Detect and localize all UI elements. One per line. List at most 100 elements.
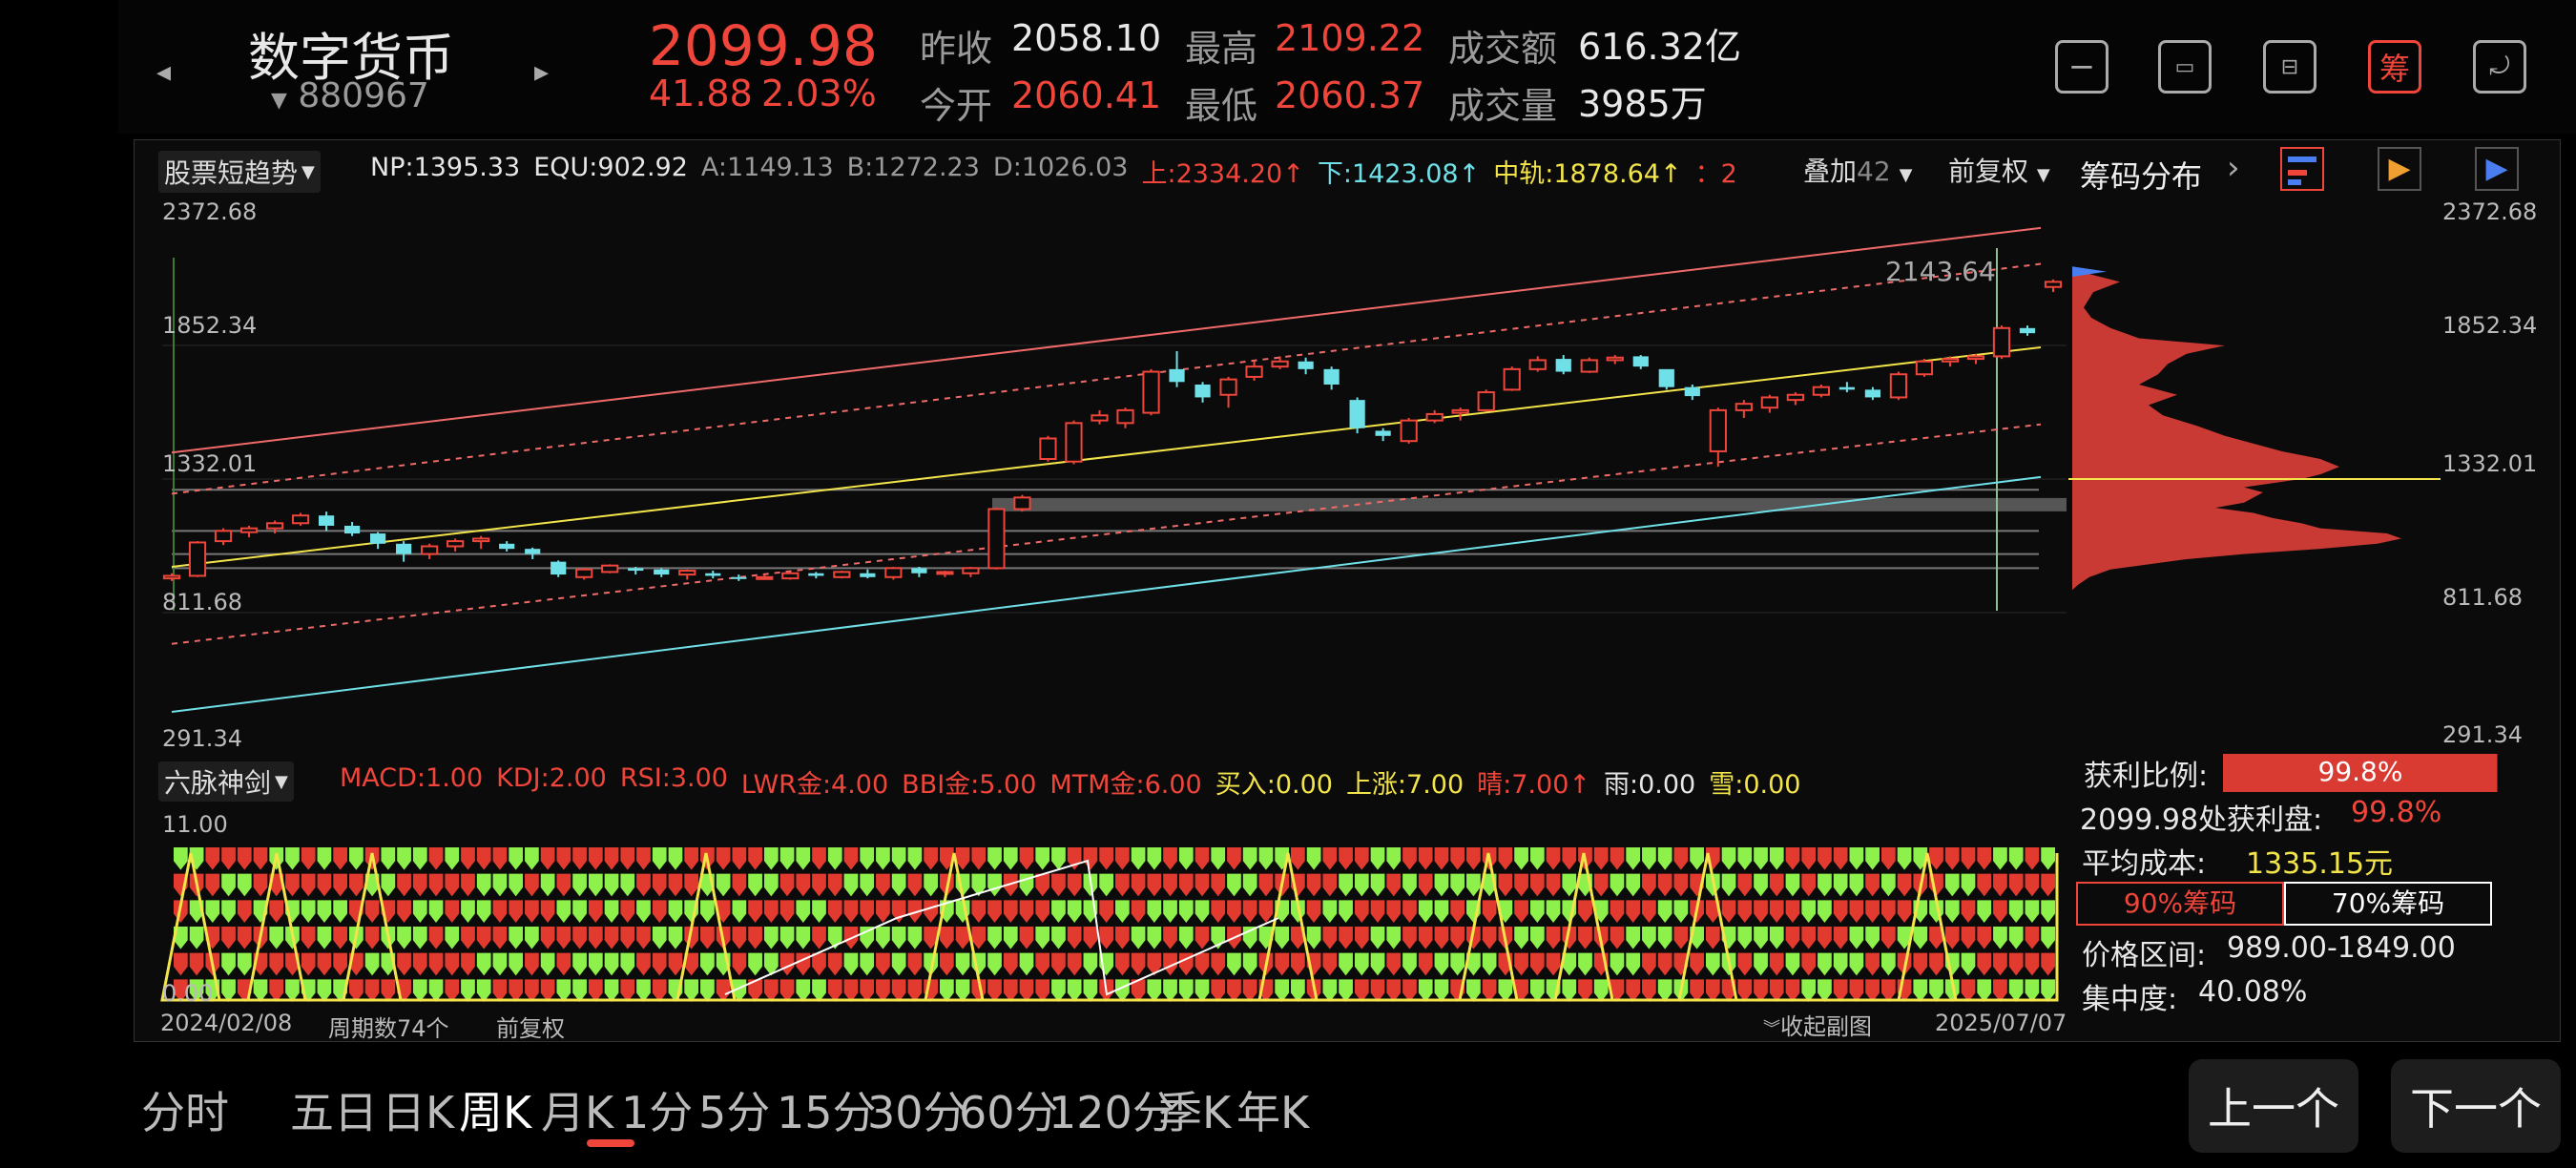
- candle-body: [756, 575, 774, 580]
- y-label-min: 291.34: [162, 725, 242, 752]
- stock-code[interactable]: ▼ 880967: [271, 76, 429, 115]
- signal-arrow: [1402, 847, 1417, 870]
- candle-body: [808, 573, 824, 576]
- signal-arrow: [1083, 952, 1098, 976]
- signal-arrow: [748, 927, 762, 949]
- signal-arrow: [221, 873, 236, 897]
- signal-arrow: [1880, 952, 1896, 976]
- zoom-out-icon[interactable]: −: [2055, 40, 2109, 94]
- signal-arrow: [445, 952, 460, 976]
- adjust-price-button[interactable]: 前复权 ▼: [1944, 151, 2054, 189]
- candle-body: [1375, 430, 1391, 436]
- signal-arrow: [1019, 979, 1034, 1002]
- signal-arrow: [349, 873, 364, 897]
- signal-arrow: [1514, 927, 1528, 949]
- main-indicator-selector[interactable]: 股票短趋势 ▼: [158, 151, 321, 193]
- tab-0[interactable]: 分时: [141, 1087, 229, 1138]
- range-icon[interactable]: ⊟: [2263, 40, 2316, 94]
- prev-stock-button[interactable]: 上一个: [2189, 1059, 2358, 1153]
- signal-arrow: [174, 952, 188, 976]
- next-stock-button[interactable]: 下一个: [2391, 1059, 2561, 1153]
- signal-arrow: [1019, 847, 1034, 870]
- signal-arrow: [1657, 873, 1672, 897]
- signal-arrow: [1657, 900, 1672, 923]
- signal-arrow: [492, 927, 508, 949]
- signal-arrow: [827, 873, 842, 897]
- tab-1[interactable]: 五日: [290, 1087, 378, 1138]
- turnover-value: 616.32亿: [1578, 26, 1741, 68]
- signal-arrow: [1051, 873, 1066, 897]
- tab-11[interactable]: 季K: [1158, 1087, 1232, 1138]
- chip-mode-2-icon[interactable]: ▶: [2378, 147, 2421, 191]
- signal-arrow: [1578, 927, 1592, 949]
- signal-arrow: [1386, 979, 1402, 1002]
- signal-arrow: [779, 927, 795, 949]
- candle-body: [1606, 356, 1624, 362]
- tab-70-chip[interactable]: 70%筹码: [2284, 882, 2492, 926]
- signal-arrow: [1944, 847, 1960, 870]
- signal-arrow: [796, 900, 811, 923]
- tab-4[interactable]: 月K: [541, 1087, 614, 1138]
- signal-arrow: [796, 979, 811, 1002]
- signal-arrow: [1642, 927, 1656, 949]
- signal-arrow: [492, 900, 508, 923]
- candle-body: [628, 568, 644, 572]
- signal-arrow: [428, 927, 444, 949]
- tab-6[interactable]: 5分: [698, 1087, 771, 1138]
- overlay-button[interactable]: 叠加42 ▼: [1799, 151, 1917, 189]
- sub-indicator-selector[interactable]: 六脉神剑 ▼: [158, 761, 294, 802]
- candle-body: [551, 561, 567, 575]
- signal-arrow: [301, 900, 316, 923]
- signal-arrow: [1067, 873, 1082, 897]
- signal-arrow: [1051, 979, 1066, 1002]
- signal-arrow: [269, 900, 284, 923]
- draw-icon[interactable]: ▭: [2158, 40, 2212, 94]
- candle-body: [987, 508, 1006, 570]
- signal-arrow: [812, 847, 826, 870]
- chip-toggle-button[interactable]: 筹: [2368, 40, 2421, 94]
- tab-7[interactable]: 15分: [777, 1087, 877, 1138]
- tab-9[interactable]: 60分: [959, 1087, 1059, 1138]
- signal-arrow: [1737, 979, 1753, 1002]
- signal-arrow: [412, 979, 427, 1002]
- signal-arrow: [1418, 847, 1433, 870]
- tab-8[interactable]: 30分: [867, 1087, 967, 1138]
- tab-5[interactable]: 1分: [621, 1087, 694, 1138]
- signal-arrow: [1163, 979, 1177, 1002]
- signal-arrow: [509, 847, 524, 870]
- signal-arrow: [2041, 952, 2055, 976]
- prev-stock-arrow-icon[interactable]: ◂: [156, 55, 172, 89]
- candle-body: [1684, 386, 1700, 397]
- signal-arrow: [955, 979, 970, 1002]
- rotate-screen-icon[interactable]: ⤾: [2473, 40, 2526, 94]
- collapse-subchart-button[interactable]: ︾收起副图: [1763, 1013, 1872, 1040]
- chip-mode-1-icon[interactable]: [2280, 147, 2324, 191]
- tab-2[interactable]: 日K: [382, 1087, 455, 1138]
- candle-body: [1658, 368, 1674, 387]
- signal-arrow: [1529, 900, 1545, 923]
- tab-12[interactable]: 年K: [1236, 1087, 1310, 1138]
- signal-arrow: [588, 952, 603, 976]
- chevron-right-icon[interactable]: ›: [2227, 149, 2240, 187]
- six-vein-chart[interactable]: [134, 803, 2067, 1013]
- next-stock-arrow-icon[interactable]: ▸: [534, 55, 550, 89]
- signal-arrow: [1051, 847, 1066, 870]
- signal-arrow: [1339, 873, 1353, 897]
- kline-chart[interactable]: [134, 191, 2067, 754]
- signal-arrow: [876, 952, 890, 976]
- tab-90-chip[interactable]: 90%筹码: [2076, 882, 2284, 926]
- chip-mode-3-icon[interactable]: ▶: [2475, 147, 2519, 191]
- tab-3[interactable]: 周K: [459, 1087, 532, 1138]
- signal-arrow: [1370, 873, 1385, 897]
- signal-arrow: [779, 900, 795, 923]
- signal-arrow: [1785, 847, 1800, 870]
- concentration-label: 集中度:: [2082, 983, 2178, 1016]
- signal-arrow: [1880, 927, 1896, 949]
- signal-arrow: [1546, 873, 1561, 897]
- tab-10[interactable]: 120分: [1049, 1087, 1176, 1138]
- signal-arrow: [1977, 927, 1992, 949]
- signal-arrow: [1258, 847, 1274, 870]
- signal-arrow: [1977, 873, 1992, 897]
- signal-arrow: [1865, 873, 1880, 897]
- signal-arrow: [843, 952, 859, 976]
